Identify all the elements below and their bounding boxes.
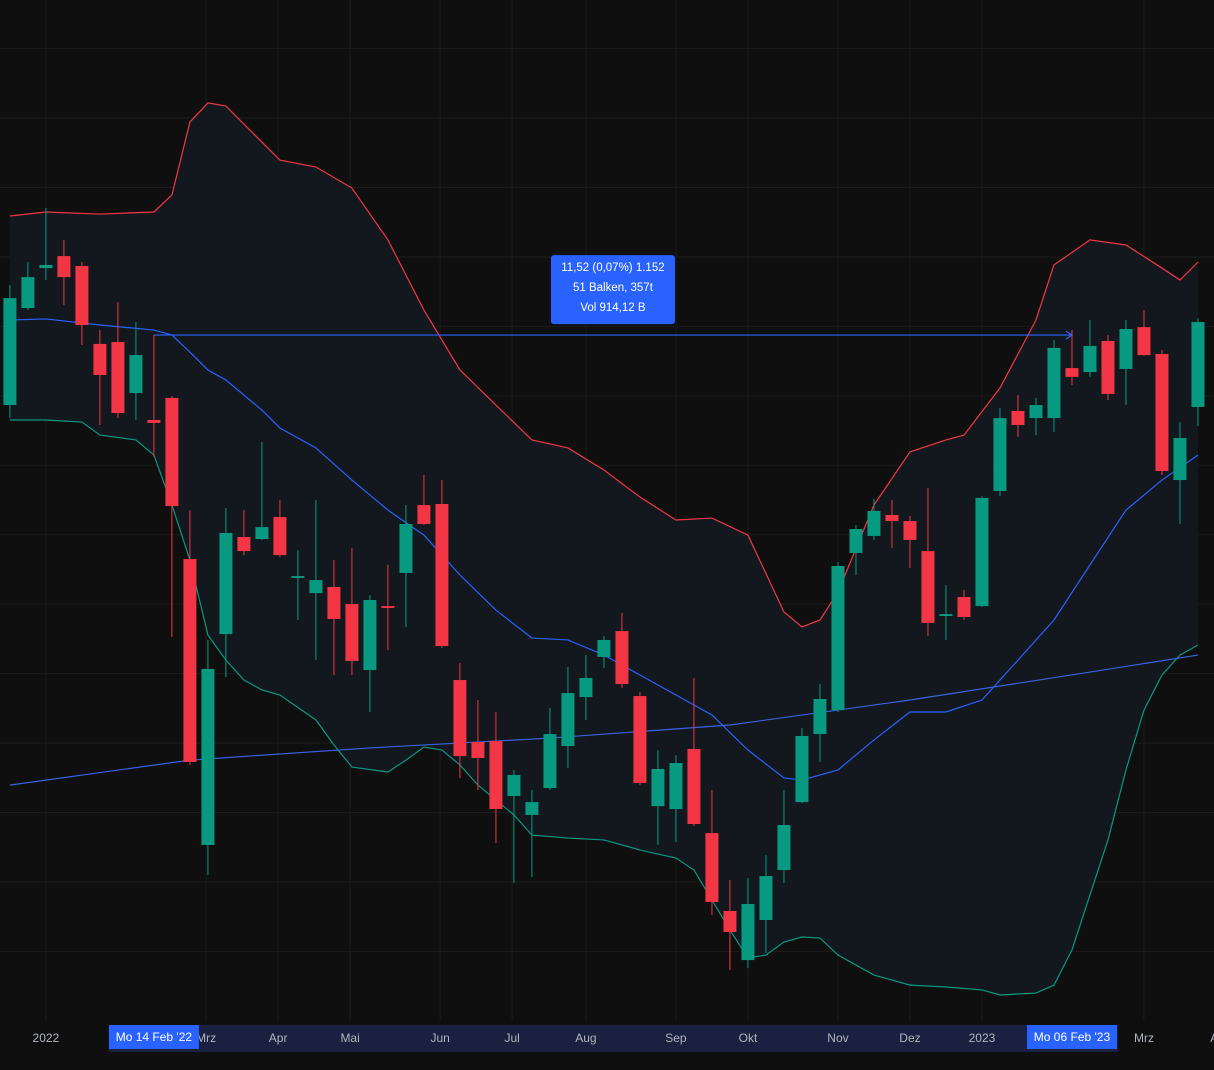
candle-body (417, 505, 431, 524)
candle-body (255, 527, 269, 540)
candle-body (723, 910, 737, 932)
candle-body (921, 551, 935, 623)
x-tick-label: Okt (739, 1031, 758, 1045)
candle-body (885, 514, 899, 522)
candle-body (327, 586, 341, 619)
candle-body (1065, 368, 1079, 377)
candle-body (1083, 346, 1097, 373)
candle-body (3, 298, 17, 406)
date-marker-label: Mo 06 Feb '23 (1034, 1030, 1111, 1044)
x-tick-label: Sep (665, 1031, 687, 1045)
candle-body (561, 693, 575, 747)
range-highlight (108, 1025, 1118, 1052)
candle-body (165, 397, 179, 507)
date-marker (1026, 1025, 1117, 1049)
candle-body (831, 565, 845, 711)
date-marker-label: Mo 14 Feb '22 (116, 1030, 193, 1044)
candle-body (1101, 340, 1115, 394)
x-tick-label: Mrz (1134, 1031, 1154, 1045)
band-fill (9, 102, 1198, 995)
candle-body (903, 521, 917, 540)
candle-body (705, 833, 719, 902)
candle-body (309, 580, 323, 594)
candle-body (489, 740, 503, 810)
candle-body (849, 529, 863, 553)
candle-body (435, 504, 449, 647)
indicator-line (9, 419, 1199, 996)
candle-body (687, 748, 701, 824)
x-tick-label: Nov (827, 1031, 848, 1045)
candle-body (183, 559, 197, 763)
candle-body (525, 802, 539, 815)
candle-body (399, 523, 413, 573)
candle-body (1011, 410, 1025, 426)
candle-body (1191, 322, 1205, 407)
candle-body (147, 419, 161, 423)
candle-body (939, 614, 953, 616)
candle-body (57, 256, 71, 278)
x-tick-label: Mrz (196, 1031, 216, 1045)
date-marker (108, 1025, 199, 1049)
candle-body (1137, 327, 1151, 356)
candle-body (93, 343, 107, 376)
x-tick-label: Apr (1210, 1031, 1214, 1045)
candle-body (597, 639, 611, 657)
candle-body (219, 533, 233, 635)
x-tick-label: Aug (575, 1031, 596, 1045)
measure-text: Vol 914,12 B (580, 302, 646, 314)
candle-body (237, 536, 251, 552)
candle-body (507, 775, 521, 797)
candle-body (21, 277, 35, 308)
candle-body (201, 668, 215, 845)
indicator-line (9, 318, 1199, 781)
candle-body (579, 677, 593, 698)
candle-body (1119, 329, 1133, 369)
candle-body (129, 355, 143, 394)
candle-body (273, 517, 287, 556)
candle-body (471, 742, 485, 759)
x-tick-label: Jul (504, 1031, 519, 1045)
measure-text: 51 Balken, 357t (573, 282, 654, 294)
x-tick-label: Mai (340, 1031, 359, 1045)
x-tick-label: Dez (899, 1031, 920, 1045)
candle-body (957, 597, 971, 618)
candle-body (1173, 438, 1187, 481)
candle-body (777, 825, 791, 870)
candle-body (453, 680, 467, 757)
candle-body (975, 497, 989, 607)
x-tick-label: 2023 (969, 1031, 996, 1045)
candle-body (543, 734, 557, 789)
candle-body (993, 418, 1007, 491)
candle-body (669, 763, 683, 810)
candle-body (381, 606, 395, 609)
candle-body (345, 604, 359, 661)
candle-body (759, 876, 773, 920)
x-tick-label: Jun (430, 1031, 449, 1045)
candle-body (795, 735, 809, 803)
x-tick-label: Apr (269, 1031, 288, 1045)
candle-body (291, 576, 305, 578)
candle-body (1029, 405, 1043, 419)
candle-body (813, 698, 827, 735)
candle-body (1047, 347, 1061, 419)
measure-tooltip (550, 255, 675, 325)
candle-body (633, 696, 647, 784)
candle-body (75, 265, 89, 326)
measure-text: 11,52 (0,07%) 1.152 (561, 262, 664, 274)
candle-body (615, 631, 629, 685)
candle-body (1155, 354, 1169, 472)
candle-body (111, 342, 125, 414)
indicator-line (9, 102, 1199, 628)
x-tick-label: 2022 (33, 1031, 60, 1045)
candle-body (651, 768, 665, 807)
candle-body (867, 510, 881, 536)
candle-body (363, 600, 377, 670)
candle-body (741, 904, 755, 961)
candle-body (39, 264, 53, 269)
